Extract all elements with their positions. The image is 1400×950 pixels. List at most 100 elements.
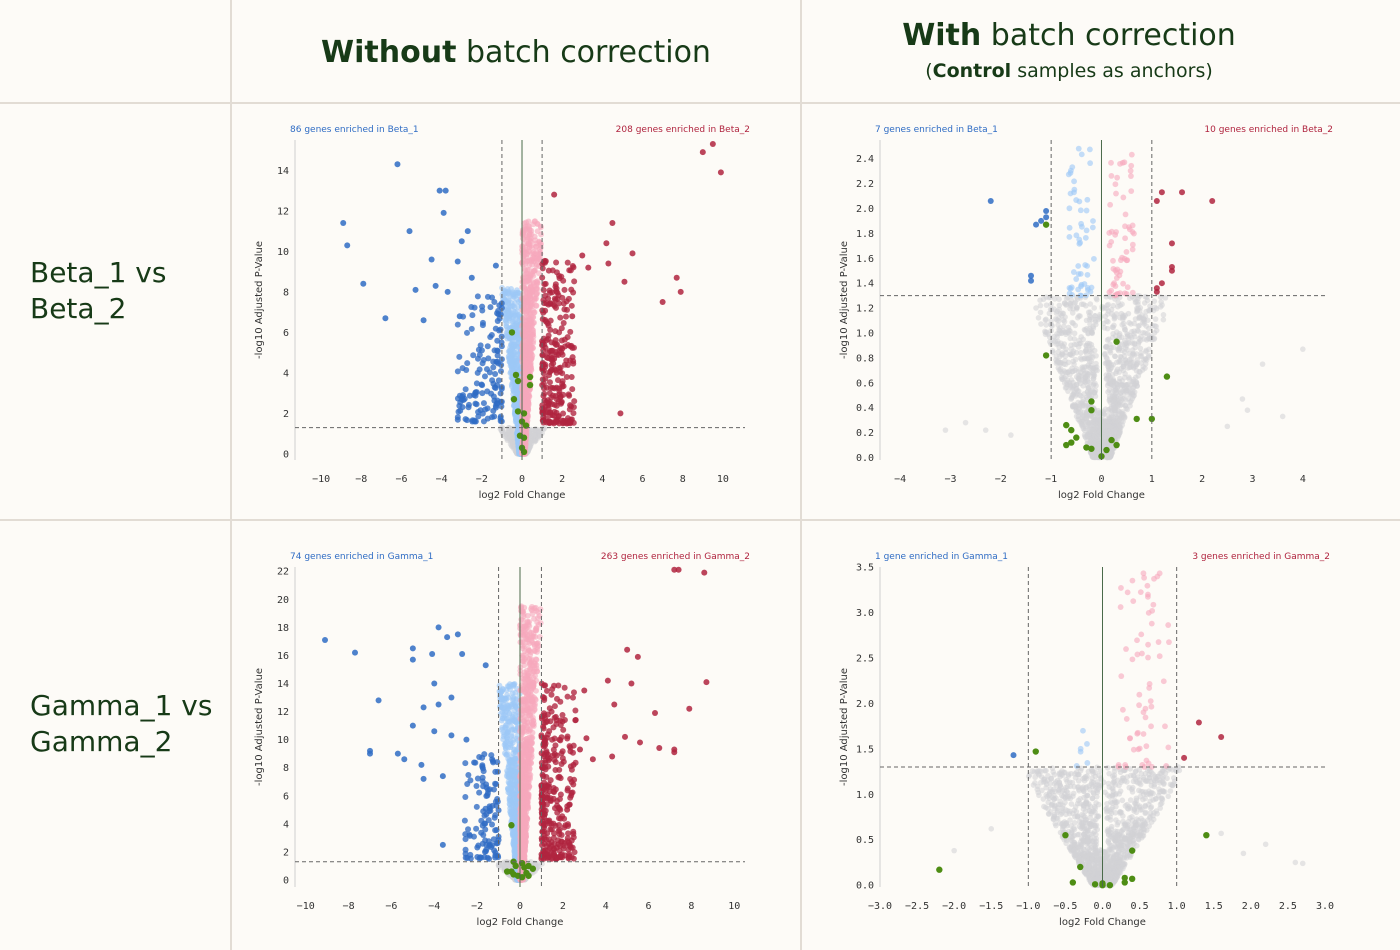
low-foldchange-down-point <box>1082 234 1089 241</box>
low-foldchange-up-point <box>519 231 526 238</box>
x-tick-label: −2 <box>476 474 488 485</box>
y-tick-label: 1.6 <box>856 254 874 265</box>
low-foldchange-down-point <box>1083 207 1090 214</box>
nonsignificant-point <box>1078 356 1085 363</box>
low-foldchange-up-point <box>1124 257 1131 264</box>
y-tick-label: 1.2 <box>856 304 874 315</box>
nonsignificant-point <box>1104 344 1111 351</box>
y-tick-label: 6 <box>283 328 289 339</box>
significant-up-point <box>617 410 624 417</box>
significant-down-point <box>483 366 490 373</box>
low-foldchange-up-point <box>521 305 528 312</box>
significant-down-point <box>406 228 413 235</box>
nonsignificant-point <box>1070 348 1077 354</box>
low-foldchange-up-point <box>524 348 530 355</box>
nonsignificant-point <box>1083 302 1089 309</box>
significant-up-point <box>1153 198 1160 205</box>
nonsignificant-point <box>962 419 969 426</box>
nonsignificant-point <box>1123 382 1130 389</box>
significant-down-point <box>482 406 489 413</box>
significant-down-point <box>464 360 471 367</box>
low-foldchange-down-point <box>508 381 515 388</box>
nonsignificant-point <box>1134 383 1140 389</box>
significant-up-point <box>552 392 559 399</box>
nonsignificant-point <box>1109 334 1116 341</box>
significant-up-point <box>563 373 570 380</box>
significant-up-point <box>559 351 566 358</box>
significant-up-point <box>1158 280 1165 287</box>
significant-up-point <box>570 404 577 411</box>
significant-down-point <box>468 325 475 332</box>
nonsignificant-point <box>1076 313 1082 319</box>
significant-up-point <box>709 141 716 148</box>
nonsignificant-point <box>1120 411 1127 417</box>
x-tick-label: 2 <box>559 474 565 485</box>
low-foldchange-up-point <box>524 360 530 367</box>
nonsignificant-point <box>1157 294 1164 300</box>
x-axis-label: log2 Fold Change <box>479 490 566 501</box>
significant-down-point <box>484 343 491 350</box>
highlighted-gene-point <box>1042 352 1050 359</box>
significant-up-point <box>571 278 578 285</box>
significant-down-point <box>497 368 504 375</box>
low-foldchange-down-point <box>506 355 513 362</box>
significant-down-point <box>1033 221 1040 228</box>
significant-down-point <box>466 392 473 399</box>
significant-down-point <box>490 364 497 371</box>
nonsignificant-point <box>1112 353 1119 360</box>
row-label-line: Gamma_1 vs <box>30 689 213 722</box>
nonsignificant-point <box>1124 340 1131 346</box>
significant-up-point <box>544 397 551 404</box>
significant-up-point <box>569 344 576 351</box>
significant-up-point <box>1158 189 1165 196</box>
nonsignificant-point <box>1107 379 1113 386</box>
highlighted-gene-point <box>1073 434 1080 441</box>
significant-up-point <box>571 398 578 405</box>
significant-down-point <box>469 312 476 319</box>
y-tick-label: 1.4 <box>856 279 874 290</box>
x-tick-label: 2 <box>1199 474 1205 485</box>
low-foldchange-up-point <box>521 385 528 392</box>
nonsignificant-point <box>1100 320 1107 327</box>
nonsignificant-point <box>1093 321 1099 328</box>
significant-down-point <box>472 400 479 407</box>
nonsignificant-point <box>1300 346 1306 352</box>
low-foldchange-up-point <box>1128 151 1135 158</box>
points-layer <box>340 141 724 457</box>
nonsignificant-point <box>1084 340 1091 347</box>
nonsignificant-point <box>1146 335 1153 342</box>
nonsignificant-point <box>531 438 538 445</box>
low-foldchange-up-point <box>522 278 529 284</box>
nonsignificant-point <box>1068 384 1075 391</box>
nonsignificant-point <box>1104 454 1111 461</box>
significant-down-point <box>488 332 495 339</box>
low-foldchange-up-point <box>530 314 537 320</box>
significant-down-point <box>465 401 472 408</box>
significant-down-point <box>478 381 485 388</box>
low-foldchange-down-point <box>1085 287 1091 293</box>
nonsignificant-point <box>1057 325 1063 331</box>
nonsignificant-point <box>1224 423 1231 430</box>
nonsignificant-point <box>1110 324 1117 331</box>
significant-down-point <box>475 346 482 353</box>
low-foldchange-down-point <box>512 762 519 768</box>
highlighted-gene-point <box>508 329 516 336</box>
low-foldchange-down-point <box>1070 269 1077 275</box>
significant-down-point <box>468 304 475 311</box>
significant-down-point <box>492 370 499 377</box>
significant-down-point <box>436 187 443 194</box>
x-tick-label: −4 <box>428 901 440 912</box>
low-foldchange-down-point <box>499 726 506 733</box>
nonsignificant-point <box>1114 366 1121 373</box>
nonsignificant-point <box>1090 415 1097 422</box>
nonsignificant-point <box>1101 434 1108 440</box>
nonsignificant-point <box>1057 359 1064 366</box>
nonsignificant-point <box>1091 305 1098 311</box>
nonsignificant-point <box>1279 413 1286 420</box>
low-foldchange-down-point <box>1066 205 1073 212</box>
nonsignificant-point <box>1105 319 1111 325</box>
low-foldchange-up-point <box>533 291 540 298</box>
nonsignificant-point <box>1110 344 1117 351</box>
low-foldchange-down-point <box>510 322 517 329</box>
nonsignificant-point <box>1101 325 1108 331</box>
